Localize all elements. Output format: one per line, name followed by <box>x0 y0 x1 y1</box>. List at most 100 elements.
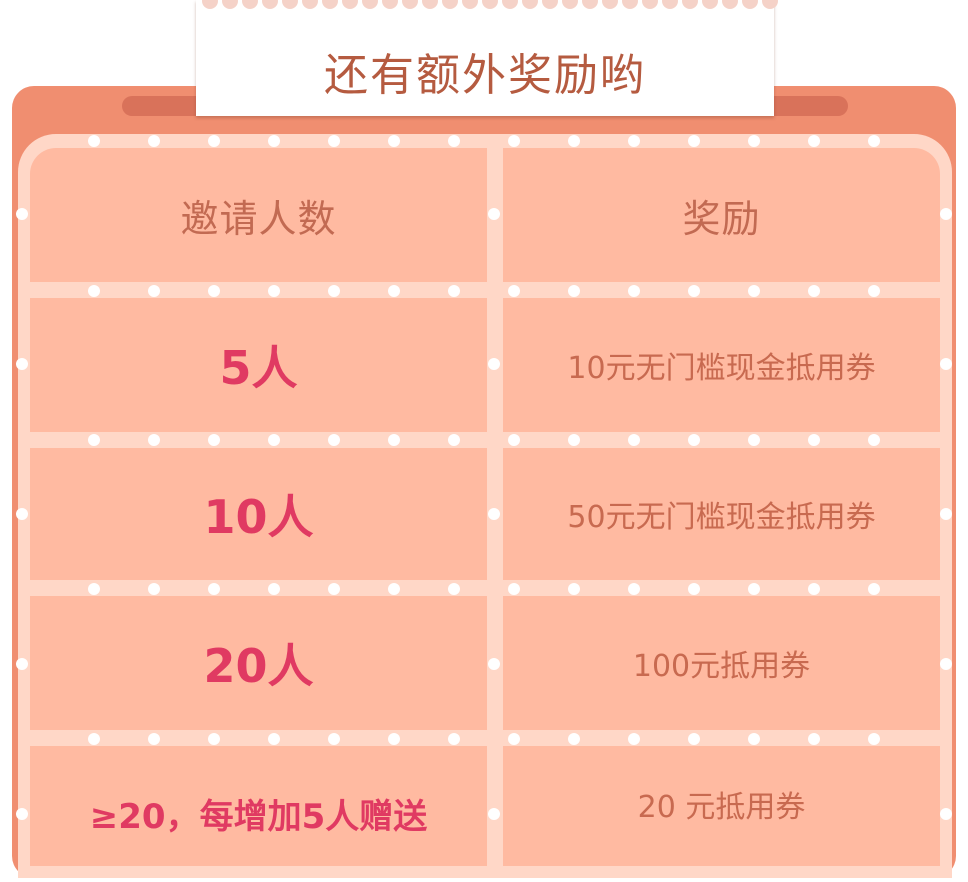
decor-dot <box>148 285 160 297</box>
decor-dot <box>148 135 160 147</box>
table-row-3-count: 20人 <box>30 596 487 730</box>
decor-dot <box>16 808 28 820</box>
scallop-notch <box>462 0 478 9</box>
table-row-1-count: 5人 <box>30 298 487 432</box>
invite-count-value: 20人 <box>203 639 314 693</box>
scallop-notch <box>382 0 398 9</box>
scallop-notch <box>502 0 518 9</box>
table-row-3-reward: 100元抵用券 <box>503 596 940 730</box>
decor-dot <box>388 434 400 446</box>
scallop-notch <box>482 0 498 9</box>
decor-dot <box>808 733 820 745</box>
scallop-notch <box>282 0 298 9</box>
decor-dot <box>940 508 952 520</box>
decor-dot <box>568 434 580 446</box>
decor-dot <box>268 135 280 147</box>
decor-dot <box>808 285 820 297</box>
table-row-2-reward: 50元无门槛现金抵用券 <box>503 448 940 580</box>
decor-dot <box>448 733 460 745</box>
decor-dot <box>88 434 100 446</box>
decor-dot <box>628 135 640 147</box>
scallop-notch <box>322 0 338 9</box>
decor-dot <box>868 135 880 147</box>
decor-dot <box>748 733 760 745</box>
header-invite-count: 邀请人数 <box>180 196 337 241</box>
decor-dot <box>808 434 820 446</box>
decor-dot <box>508 285 520 297</box>
scallop-notch <box>642 0 658 9</box>
decor-dot <box>388 733 400 745</box>
header-reward: 奖励 <box>682 196 761 241</box>
decor-dot <box>328 285 340 297</box>
decor-dot <box>16 508 28 520</box>
decor-dot <box>688 135 700 147</box>
scallop-notch <box>262 0 278 9</box>
scallop-notch <box>242 0 258 9</box>
scallop-notch <box>302 0 318 9</box>
decor-dot <box>328 733 340 745</box>
decor-dot <box>940 208 952 220</box>
decor-dot <box>508 733 520 745</box>
decor-dot <box>868 285 880 297</box>
decor-dot <box>208 583 220 595</box>
invite-count-value: 10人 <box>203 490 314 544</box>
decor-dot <box>268 583 280 595</box>
decor-dot <box>688 583 700 595</box>
decor-dot <box>448 434 460 446</box>
scallop-notch <box>742 0 758 9</box>
decor-dot <box>748 583 760 595</box>
decor-dot <box>868 733 880 745</box>
decor-dot <box>688 733 700 745</box>
decor-dot <box>388 583 400 595</box>
decor-dot <box>628 733 640 745</box>
decor-dot <box>208 434 220 446</box>
scallop-notch <box>602 0 618 9</box>
decor-dot <box>208 135 220 147</box>
decor-dot <box>808 583 820 595</box>
decor-dot <box>628 583 640 595</box>
decor-dot <box>940 358 952 370</box>
decor-dot <box>568 285 580 297</box>
scallop-notch <box>202 0 218 9</box>
decor-dot <box>268 285 280 297</box>
reward-value: 20 元抵用券 <box>637 790 806 825</box>
decor-dot <box>508 583 520 595</box>
decor-dot <box>488 808 500 820</box>
scallop-notch <box>682 0 698 9</box>
decor-dot <box>208 733 220 745</box>
reward-value: 10元无门槛现金抵用券 <box>567 351 876 386</box>
decor-dot <box>88 583 100 595</box>
decor-dot <box>328 434 340 446</box>
reward-value: 50元无门槛现金抵用券 <box>567 500 876 535</box>
decor-dot <box>448 285 460 297</box>
table-row-1-reward: 10元无门槛现金抵用券 <box>503 298 940 432</box>
decor-dot <box>868 434 880 446</box>
decor-dot <box>16 208 28 220</box>
header-cell-reward: 奖励 <box>503 148 940 282</box>
decor-dot <box>88 733 100 745</box>
decor-dot <box>508 434 520 446</box>
scallop-notch <box>362 0 378 9</box>
decor-dot <box>328 583 340 595</box>
decor-dot <box>268 733 280 745</box>
page-title: 还有额外奖励哟 <box>324 50 646 101</box>
decor-dot <box>148 733 160 745</box>
decor-dot <box>568 733 580 745</box>
decor-dot <box>388 135 400 147</box>
decor-dot <box>940 658 952 670</box>
scallop-notch <box>662 0 678 9</box>
scallop-notch <box>402 0 418 9</box>
decor-dot <box>808 135 820 147</box>
scallop-notch <box>522 0 538 9</box>
scallop-notch <box>722 0 738 9</box>
decor-dot <box>488 208 500 220</box>
frame-slot-right <box>758 96 848 116</box>
decor-dot <box>688 434 700 446</box>
frame-slot-left <box>122 96 212 116</box>
decor-dot <box>748 135 760 147</box>
decor-dot <box>568 135 580 147</box>
scallop-notch <box>762 0 778 9</box>
decor-dot <box>16 358 28 370</box>
scallop-notch <box>622 0 638 9</box>
decor-dot <box>488 658 500 670</box>
